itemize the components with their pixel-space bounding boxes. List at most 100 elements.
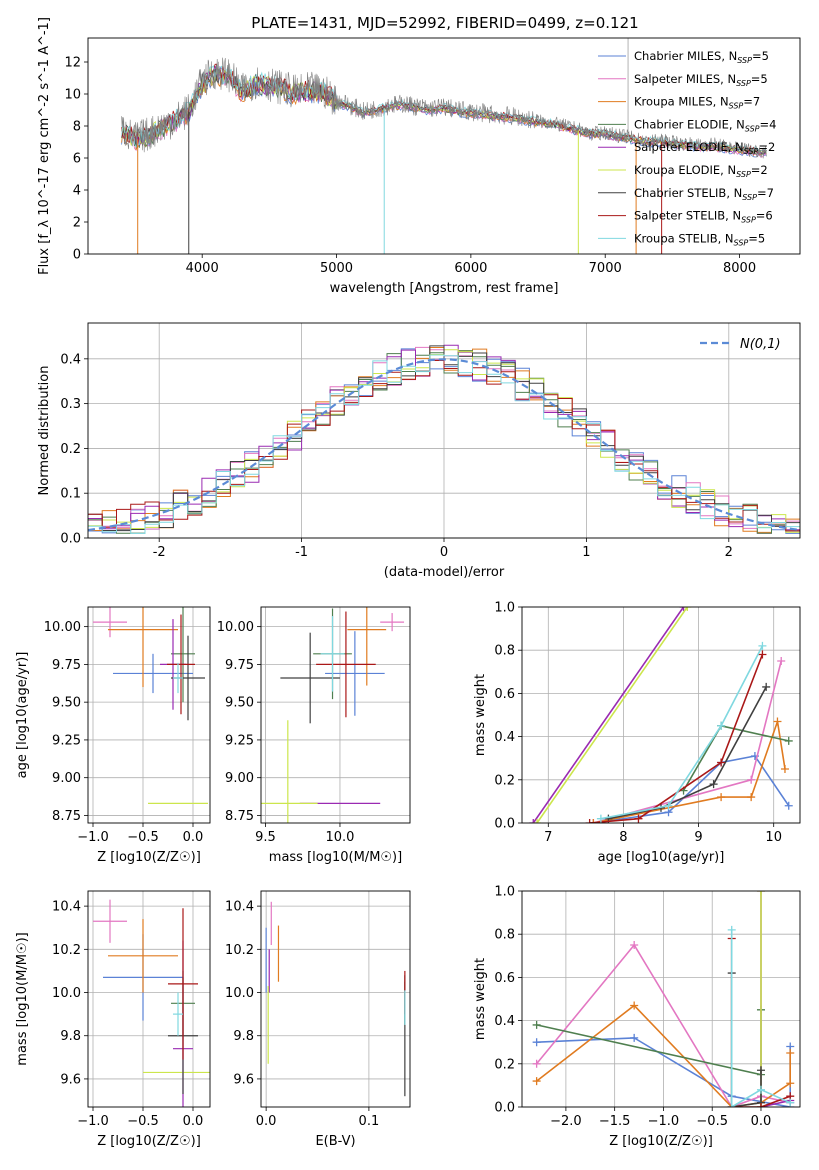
y-tick-label: 9.25 (225, 733, 254, 748)
mass-weight-line (608, 686, 767, 820)
y-tick-label: 10.4 (225, 900, 254, 915)
y-tick-label: 9.00 (225, 771, 254, 786)
x-tick-label: −0.5 (127, 1114, 159, 1129)
legend-entry: Chabrier MILES, NSSP=5 (634, 49, 769, 65)
weight_vs_Z-plot-area (532, 891, 795, 1107)
y-tick-label: 10.0 (52, 986, 81, 1001)
mass-weight-marker (784, 801, 793, 810)
legend-entry: Kroupa MILES, NSSP=7 (634, 95, 760, 111)
legend-entry: Kroupa STELIB, NSSP=5 (634, 231, 765, 247)
x-axis-label: mass [log10(M/M☉)] (269, 850, 402, 865)
legend-entry: N(0,1) (740, 337, 781, 352)
error-bar-point (280, 632, 340, 724)
mass-weight-marker (758, 650, 767, 659)
x-tick-label: 9.5 (255, 830, 276, 845)
error-bar-point (316, 611, 376, 718)
mass-weight-marker (532, 1038, 541, 1047)
legend-entry: Salpeter STELIB, NSSP=6 (634, 209, 773, 225)
x-tick-label: 0.0 (256, 1114, 277, 1129)
x-tick-label: 4000 (186, 261, 219, 276)
mass-weight-marker (756, 1103, 765, 1107)
y-axis-label: age [log10(age/yr)] (15, 652, 30, 779)
mass-weight-marker (786, 1098, 795, 1107)
mass-weight-marker (709, 780, 718, 789)
residual-histogram (88, 354, 800, 534)
x-tick-label: −1.5 (599, 1114, 631, 1129)
y-tick-label: 9.6 (60, 1072, 81, 1087)
x-axis-label: wavelength [Angstrom, rest frame] (330, 281, 559, 296)
x-tick-label: 0.1 (359, 1114, 380, 1129)
weight_vs_age-plot-area (529, 607, 793, 823)
x-axis-label: E(B-V) (315, 1134, 355, 1149)
y-tick-label: 0.2 (494, 1057, 515, 1072)
age_vs_mass-plot-area (261, 607, 405, 823)
legend-entry: Salpeter MILES, NSSP=5 (634, 72, 768, 88)
y-tick-label: 9.50 (225, 696, 254, 711)
mass-weight-marker (727, 1103, 736, 1107)
residuals-plot-area (88, 344, 800, 534)
y-tick-label: 2 (73, 216, 81, 231)
error-bar-point (113, 653, 193, 694)
y-tick-label: 0.8 (494, 928, 515, 943)
y-tick-label: 1.0 (494, 885, 515, 900)
x-tick-label: −0.5 (127, 830, 159, 845)
mass-weight-line (730, 973, 762, 1107)
axes-frame (87, 890, 211, 1108)
mass-weight-marker (756, 891, 765, 895)
x-axis-label: Z [log10(Z/Z☉)] (97, 850, 201, 865)
x-tick-label: -2 (153, 545, 166, 560)
y-tick-label: 10 (64, 88, 81, 103)
y-tick-label: 0.4 (494, 730, 515, 745)
x-tick-label: 0.0 (183, 1114, 204, 1129)
error-bar-point (173, 992, 183, 1036)
x-axis-label: age [log10(age/yr)] (598, 850, 725, 865)
x-tick-label: 10.0 (325, 830, 354, 845)
y-tick-label: 10.00 (44, 620, 81, 635)
y-axis-label: Normed distribution (37, 366, 52, 496)
error-bar-point (380, 613, 405, 632)
mass-weight-line (532, 607, 685, 823)
error-bar-point (173, 662, 183, 694)
error-bar-point (167, 614, 195, 715)
x-tick-label: −1.0 (648, 1114, 680, 1129)
error-bar-point (108, 919, 178, 993)
y-tick-label: 10.4 (52, 900, 81, 915)
y-tick-label: 9.25 (52, 733, 81, 748)
error-bar-point (108, 607, 178, 688)
mass-weight-line (536, 607, 688, 823)
x-tick-label: 1 (582, 545, 590, 560)
mass-weight-line (600, 645, 764, 820)
mass-weight-marker (786, 1079, 795, 1088)
mass-weight-marker (786, 1049, 795, 1057)
y-tick-label: 10.2 (225, 943, 254, 958)
x-tick-label: 8000 (723, 261, 756, 276)
y-tick-label: 0.6 (494, 687, 515, 702)
x-tick-label: 6000 (454, 261, 487, 276)
error-bar-point (93, 607, 127, 638)
y-tick-label: 0.0 (494, 1101, 515, 1116)
y-axis-label: Flux [f_λ 10^-17 erg cm^-2 s^-1 A^-1] (37, 17, 52, 275)
y-tick-label: 8.75 (52, 809, 81, 824)
y-tick-label: 0.2 (494, 773, 515, 788)
y-tick-label: 8.75 (225, 809, 254, 824)
y-tick-label: 0.4 (60, 352, 81, 367)
x-axis-label: (data-model)/error (384, 565, 505, 580)
mass-weight-marker (756, 1085, 765, 1094)
y-tick-label: 6 (73, 152, 81, 167)
x-tick-label: 5000 (320, 261, 353, 276)
mass-weight-marker (717, 758, 726, 767)
y-tick-label: 9.6 (233, 1072, 254, 1087)
mass-weight-marker (683, 607, 692, 611)
y-tick-label: 10.0 (225, 986, 254, 1001)
axes-frame (521, 890, 801, 1108)
model-spectrum-line (121, 63, 767, 153)
figure-title: PLATE=1431, MJD=52992, FIBERID=0499, z=0… (251, 14, 638, 32)
y-tick-label: 8 (73, 120, 81, 135)
y-axis-label: mass weight (473, 958, 488, 1040)
x-tick-label: 0.0 (751, 1114, 772, 1129)
y-tick-label: 0 (73, 248, 81, 263)
legend-entry: Kroupa ELODIE, NSSP=2 (634, 163, 768, 179)
mass-weight-marker (773, 717, 782, 726)
mass-weight-marker (596, 814, 605, 823)
y-tick-label: 12 (64, 56, 81, 71)
